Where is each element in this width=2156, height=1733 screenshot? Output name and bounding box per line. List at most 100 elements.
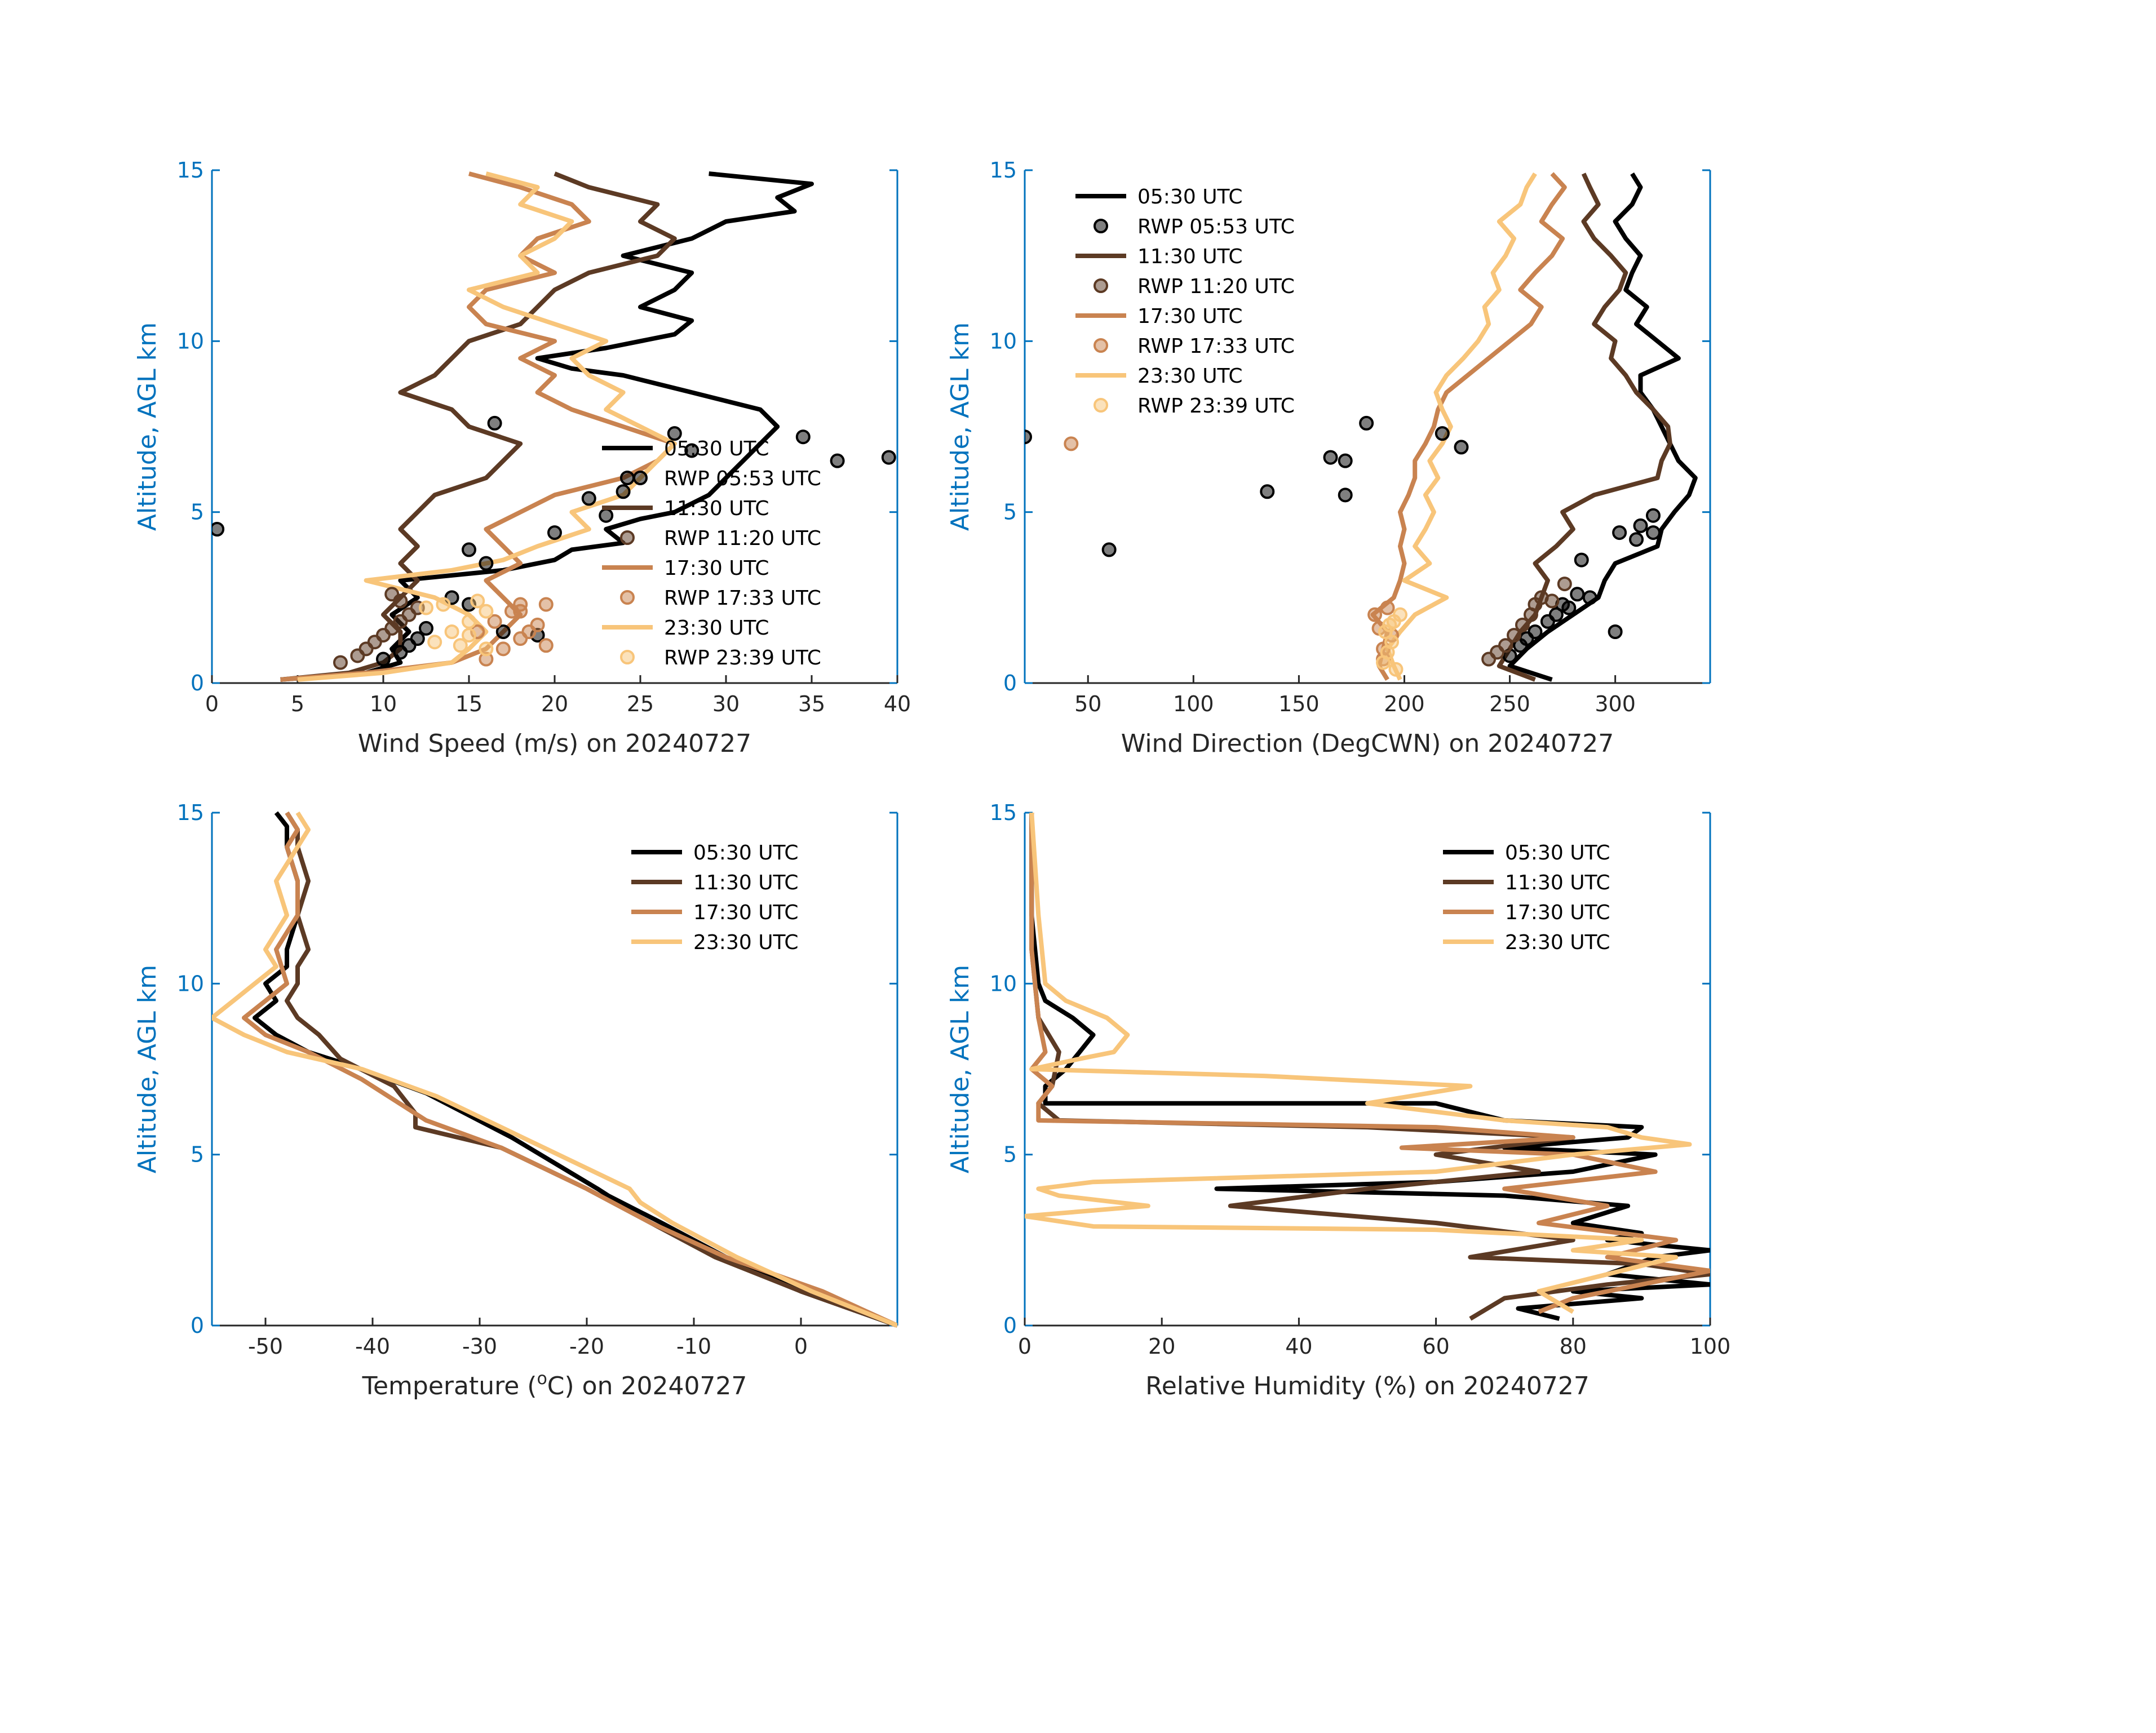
- data-point-rwp-05-53-utc: [419, 620, 433, 636]
- data-point-rwp-17-33-utc: [1064, 436, 1079, 451]
- legend-entry: 11:30 UTC: [1137, 245, 1243, 268]
- x-tick-label: -30: [462, 1334, 497, 1359]
- data-point-rwp-05-53-utc: [462, 542, 476, 557]
- legend-entry: RWP 23:39 UTC: [664, 646, 821, 670]
- data-point-rwp-17-33-utc: [1380, 600, 1395, 615]
- x-tick-label: 15: [455, 692, 482, 716]
- x-tick-label: 250: [1489, 692, 1530, 716]
- legend: 05:30 UTC 11:30 UTC 17:30 UTC 23:30 UTC: [631, 841, 799, 954]
- legend-swatch-marker: [620, 650, 635, 664]
- data-point-rwp-05-53-utc: [1574, 552, 1589, 568]
- degree-symbol: o: [537, 1369, 547, 1389]
- data-point-rwp-11-20-utc: [333, 655, 348, 670]
- series-line-05-30-utc: [1507, 172, 1698, 682]
- data-point-rwp-05-53-utc: [1561, 600, 1577, 615]
- legend-swatch-marker: [620, 530, 635, 545]
- data-point-rwp-11-20-utc: [1544, 593, 1560, 609]
- legend-entry: RWP 05:53 UTC: [1137, 215, 1295, 238]
- legend-entry: RWP 17:33 UTC: [1137, 335, 1295, 358]
- y-axis-label: Altitude, AGL km: [946, 965, 975, 1173]
- panel-relative-humidity: 0 5 10 15 0 20 40 60 80 100 Altitude, AGL km Relati…: [946, 800, 1730, 1400]
- series-line-05-30-utc: [253, 811, 897, 1328]
- series-line-23-30-utc: [212, 811, 897, 1328]
- y-axis-label: Altitude, AGL km: [946, 322, 975, 531]
- legend-swatch-marker: [1094, 338, 1108, 353]
- x-axis-label: Relative Humidity (%) on 20240727: [1145, 1372, 1590, 1400]
- data-point-rwp-05-53-utc: [830, 453, 845, 468]
- x-tick-label: 80: [1560, 1334, 1587, 1359]
- data-point-rwp-23-39-utc: [479, 604, 494, 619]
- data-point-rwp-05-53-utc: [1645, 525, 1661, 540]
- data-point-rwp-17-33-utc: [538, 597, 554, 612]
- data-point-rwp-11-20-utc: [1498, 638, 1513, 653]
- series-line-11-30-utc: [280, 171, 677, 682]
- x-tick-label: 20: [1148, 1334, 1175, 1359]
- legend-entry: 05:30 UTC: [664, 437, 769, 460]
- x-tick-label: 40: [884, 692, 911, 716]
- y-tick-label: 15: [990, 158, 1017, 183]
- y-tick-label: 0: [191, 671, 204, 695]
- y-tick-label: 15: [990, 800, 1017, 825]
- series-line-23-30-utc: [1025, 812, 1692, 1314]
- legend-entry: RWP 23:39 UTC: [1137, 395, 1295, 418]
- data-point-rwp-05-53-utc: [1323, 450, 1338, 465]
- data-point-rwp-11-20-utc: [1507, 628, 1522, 643]
- data-point-rwp-05-53-utc: [881, 450, 896, 465]
- legend-entry: RWP 17:33 UTC: [664, 587, 821, 610]
- data-point-rwp-23-39-utc: [479, 641, 494, 657]
- x-tick-label: 10: [370, 692, 397, 716]
- x-tick-label: 0: [794, 1334, 808, 1359]
- legend-entry: RWP 11:20 UTC: [664, 527, 821, 550]
- legend-entry: 11:30 UTC: [1505, 871, 1610, 894]
- series-line-23-30-utc: [297, 171, 677, 682]
- series-line-17-30-utc: [1029, 813, 1710, 1314]
- y-tick-label: 5: [191, 1142, 204, 1167]
- data-point-rwp-23-39-utc: [1382, 617, 1397, 632]
- data-point-rwp-05-53-utc: [1338, 487, 1353, 503]
- legend-entry: 05:30 UTC: [1505, 841, 1610, 865]
- series-line-17-30-utc: [242, 811, 897, 1328]
- legend-entry: 05:30 UTC: [693, 841, 799, 865]
- x-tick-label: 50: [1074, 692, 1101, 716]
- legend-entry: 23:30 UTC: [664, 617, 769, 640]
- x-tick-label: 25: [627, 692, 654, 716]
- y-tick-label: 10: [990, 971, 1017, 996]
- x-axis-label-part: C) on 20240727: [547, 1372, 747, 1400]
- legend-swatch-marker: [1094, 398, 1108, 413]
- data-point-rwp-23-39-utc: [1384, 635, 1400, 650]
- data-point-rwp-17-33-utc: [521, 624, 537, 639]
- legend-entry: 23:30 UTC: [1137, 365, 1243, 388]
- data-point-rwp-05-53-utc: [1260, 484, 1275, 499]
- y-tick-label: 10: [177, 329, 204, 353]
- legend-entry: 17:30 UTC: [693, 901, 799, 924]
- x-tick-label: 35: [798, 692, 825, 716]
- x-tick-label: 100: [1690, 1334, 1731, 1359]
- legend-entry: 23:30 UTC: [693, 931, 799, 954]
- data-point-rwp-05-53-utc: [1612, 525, 1627, 540]
- x-tick-label: -10: [676, 1334, 711, 1359]
- x-tick-label: 150: [1278, 692, 1320, 716]
- data-point-rwp-05-53-utc: [376, 651, 391, 667]
- y-tick-label: 10: [990, 329, 1017, 353]
- x-tick-label: 100: [1173, 692, 1214, 716]
- legend-entry: 17:30 UTC: [664, 557, 769, 580]
- data-point-rwp-05-53-utc: [1338, 453, 1353, 468]
- x-tick-label: -40: [355, 1334, 390, 1359]
- data-point-rwp-05-53-utc: [667, 426, 682, 441]
- y-tick-label: 10: [177, 971, 204, 996]
- legend-swatch-marker: [1094, 278, 1108, 293]
- x-axis-label-part: Temperature (: [362, 1372, 537, 1400]
- plot-area: [1025, 812, 1710, 1321]
- data-point-rwp-17-33-utc: [513, 597, 528, 612]
- x-tick-label: 20: [541, 692, 568, 716]
- panel-wind-direction: 0 5 10 15 50 100 150 200 250 300 Altitude, AGL km W…: [946, 158, 1711, 758]
- x-tick-label: -20: [569, 1334, 604, 1359]
- data-point-rwp-23-39-utc: [462, 628, 476, 643]
- legend-entry: 05:30 UTC: [1137, 185, 1243, 209]
- legend-entry: RWP 11:20 UTC: [1137, 275, 1295, 298]
- data-point-rwp-17-33-utc: [538, 638, 554, 653]
- data-point-rwp-17-33-utc: [487, 614, 502, 629]
- plot-area: [212, 171, 896, 682]
- legend: 05:30 UTC 11:30 UTC 17:30 UTC 23:30 UTC: [1443, 841, 1610, 954]
